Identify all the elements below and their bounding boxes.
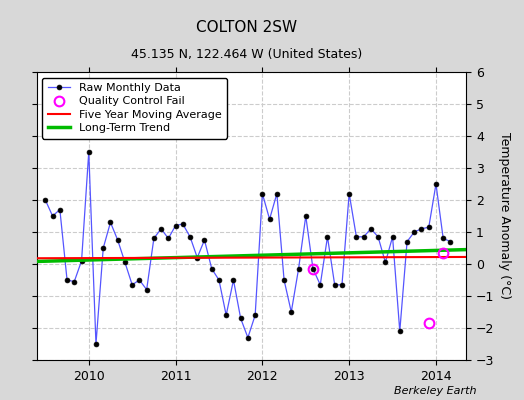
Y-axis label: Temperature Anomaly (°C): Temperature Anomaly (°C): [498, 132, 511, 300]
Raw Monthly Data: [93, 342, 99, 346]
Raw Monthly Data: [165, 236, 171, 241]
Raw Monthly Data: [231, 278, 237, 282]
Text: 45.135 N, 122.464 W (United States): 45.135 N, 122.464 W (United States): [130, 48, 362, 61]
Raw Monthly Data: [85, 150, 92, 154]
Raw Monthly Data: [64, 278, 70, 282]
Raw Monthly Data: [447, 239, 454, 244]
Text: Berkeley Earth: Berkeley Earth: [395, 386, 477, 396]
Raw Monthly Data: [57, 207, 63, 212]
Text: COLTON 2SW: COLTON 2SW: [196, 20, 297, 35]
Raw Monthly Data: [339, 282, 345, 287]
Raw Monthly Data: [42, 198, 49, 202]
Legend: Raw Monthly Data, Quality Control Fail, Five Year Moving Average, Long-Term Tren: Raw Monthly Data, Quality Control Fail, …: [42, 78, 227, 139]
Line: Raw Monthly Data: Raw Monthly Data: [43, 150, 453, 346]
Raw Monthly Data: [332, 282, 338, 287]
